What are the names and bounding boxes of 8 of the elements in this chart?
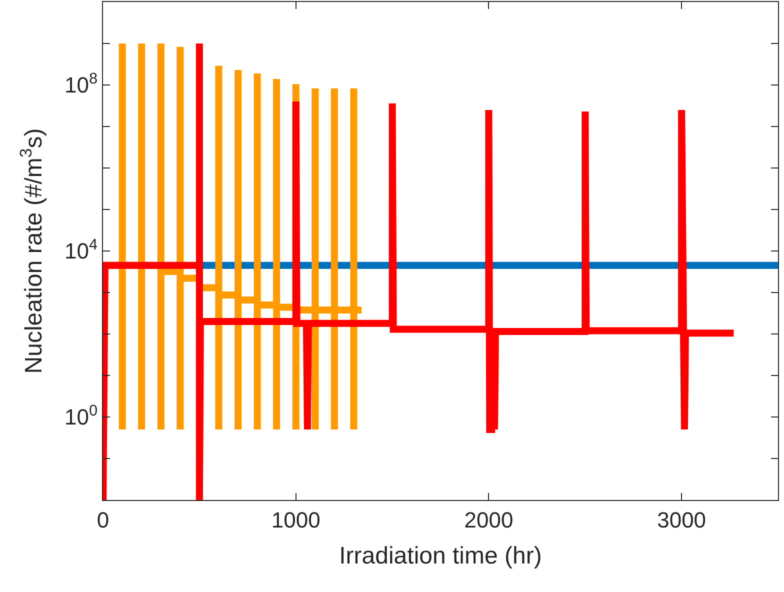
y-tick-label: 10$^{8}$ (64, 70, 98, 98)
x-tick-label: 0 (96, 507, 110, 532)
x-tick-label: 3000 (657, 507, 706, 532)
y-tick-label: 10$^{0}$ (64, 402, 98, 430)
x-tick-label: 2000 (464, 507, 514, 532)
x-tick-label: 1000 (271, 507, 320, 532)
y-tick-label: 10$^{4}$ (64, 236, 98, 264)
x-axis-title: Irradiation time (hr) (339, 542, 542, 570)
